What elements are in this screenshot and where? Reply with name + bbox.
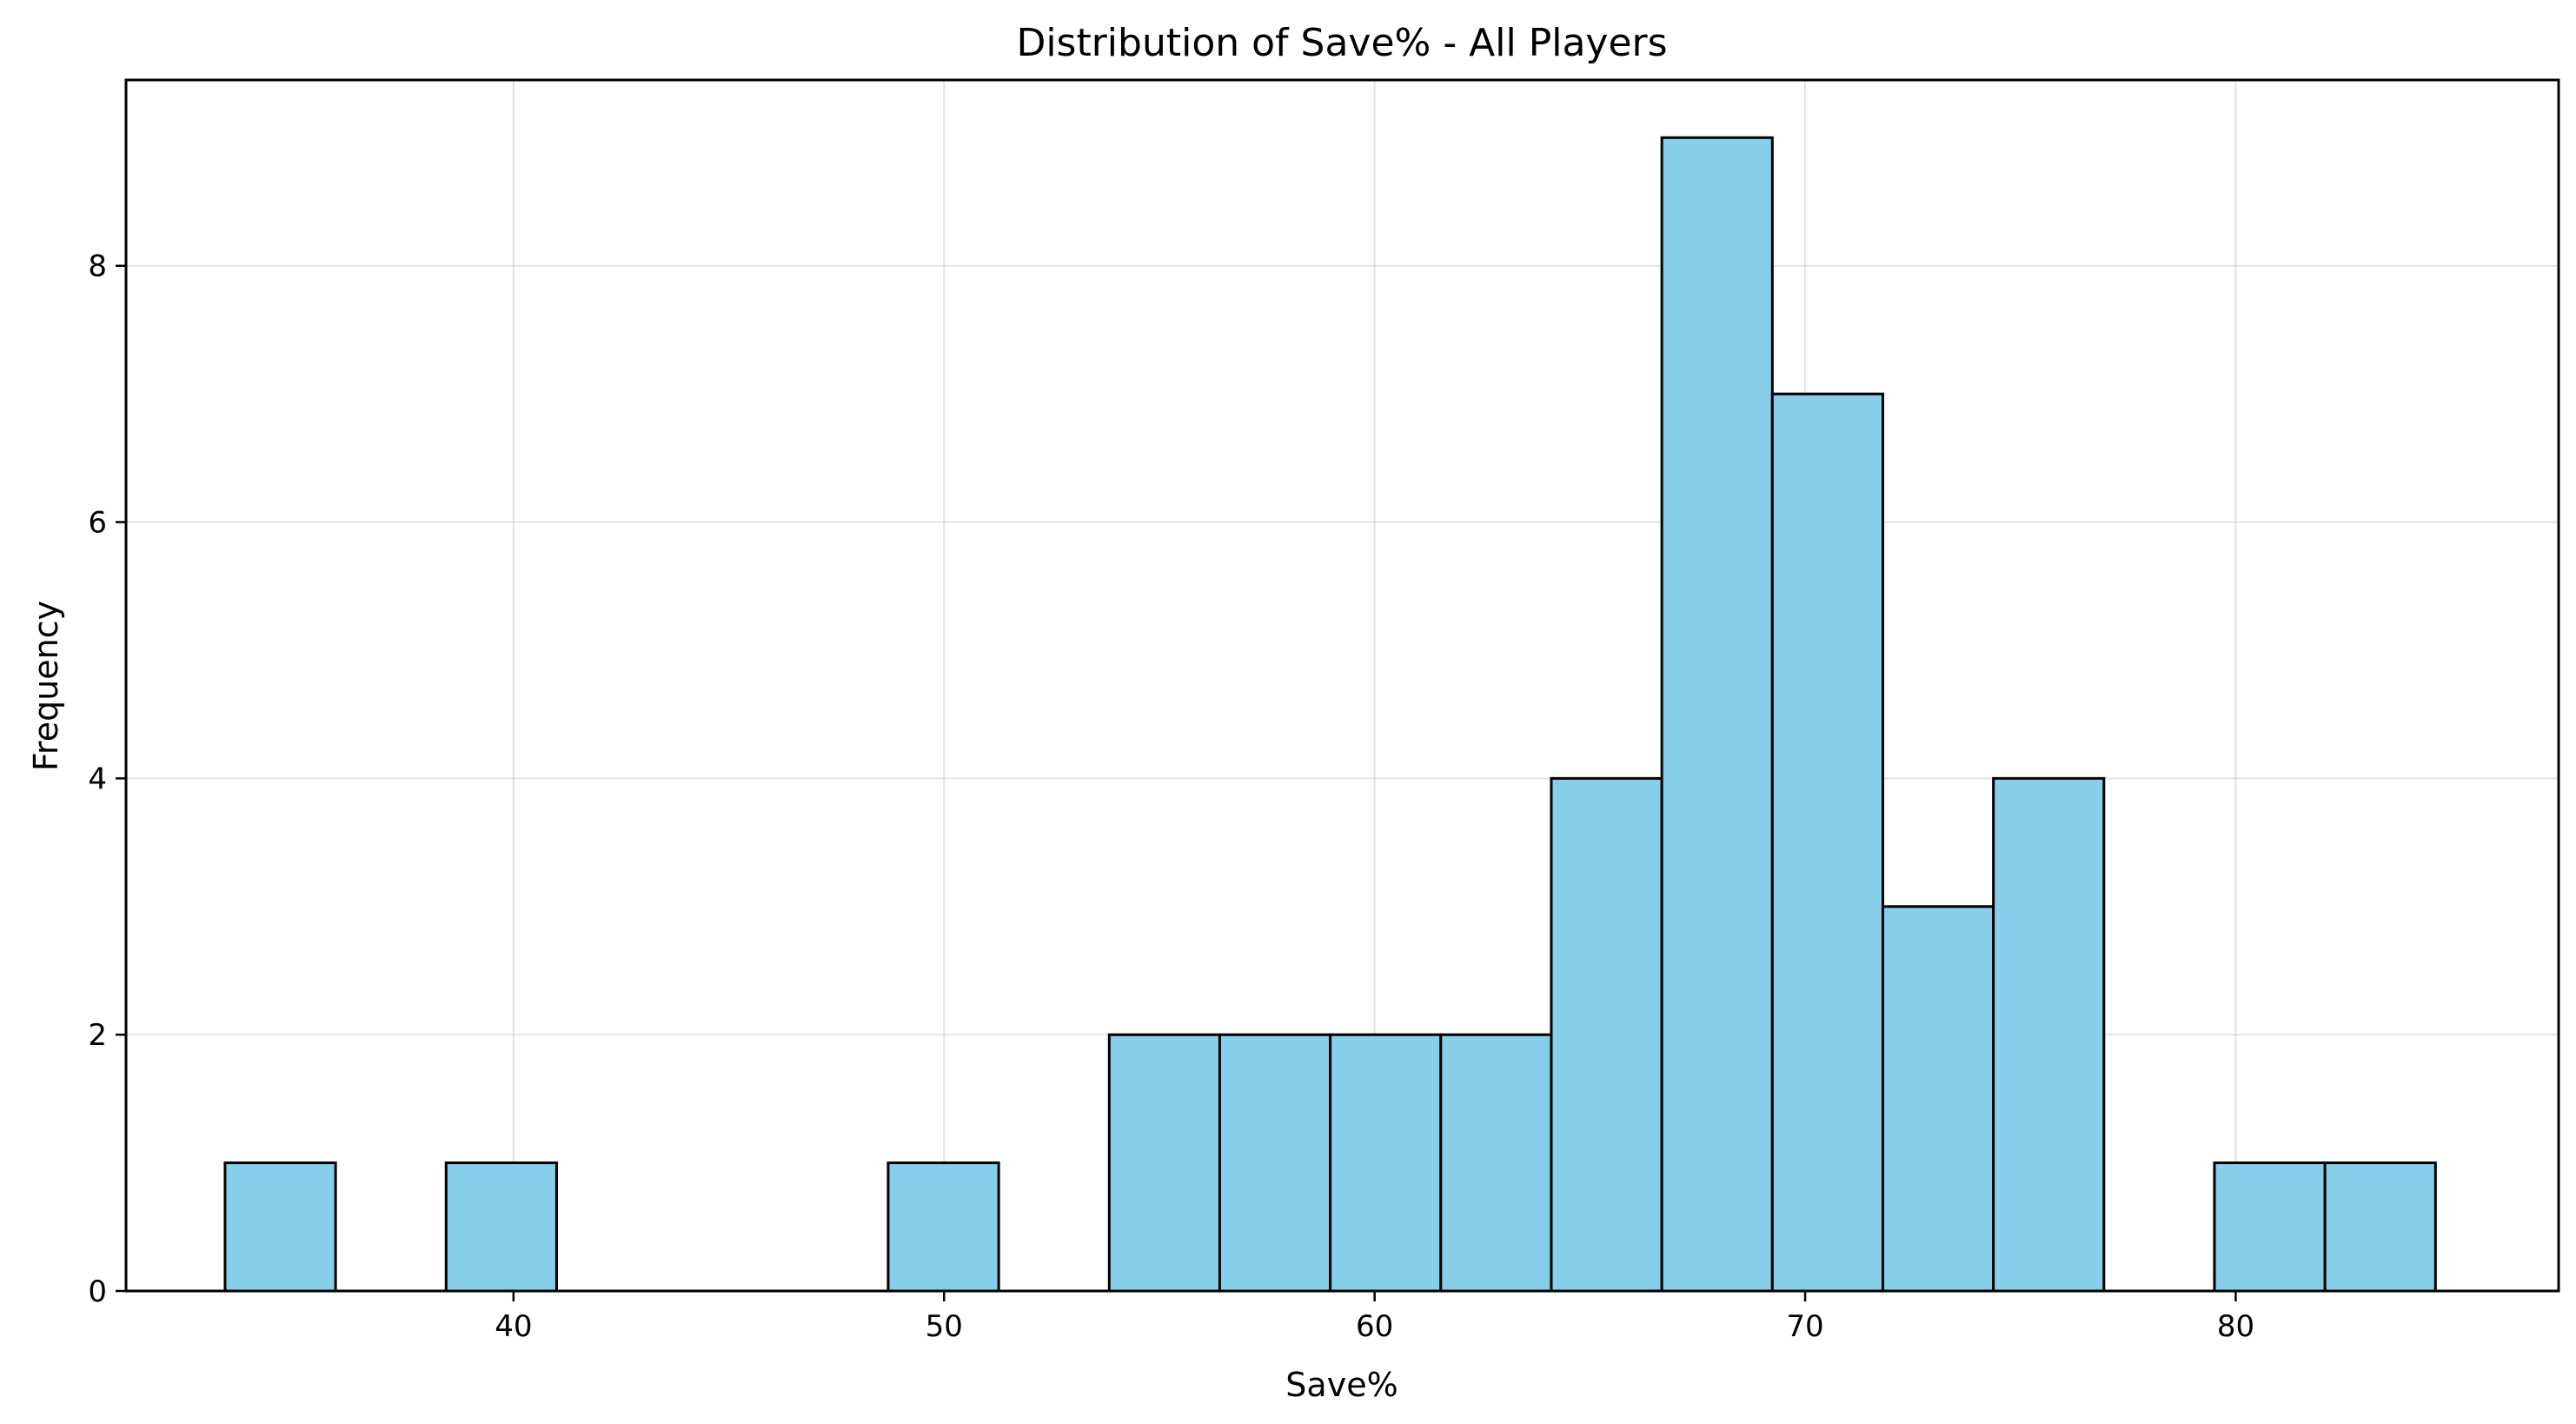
x-tick-label: 40 bbox=[495, 1309, 532, 1344]
x-tick-label: 70 bbox=[1786, 1309, 1823, 1344]
histogram-bar bbox=[1107, 1033, 1221, 1293]
histogram-bar bbox=[2213, 1161, 2327, 1293]
chart-title: Distribution of Save% - All Players bbox=[1016, 21, 1667, 65]
plot-frame bbox=[124, 78, 2560, 1293]
histogram-bar bbox=[1881, 905, 1995, 1293]
x-axis-label: Save% bbox=[1285, 1366, 1398, 1404]
x-tick-label: 80 bbox=[2217, 1309, 2254, 1344]
bars-layer bbox=[223, 136, 2437, 1293]
histogram-bar bbox=[1439, 1033, 1553, 1293]
ticks-layer: 40 50 60 70 80 0 2 4 6 8 bbox=[88, 250, 2254, 1344]
x-tick-label: 60 bbox=[1356, 1309, 1393, 1344]
y-tick-label: 0 bbox=[88, 1274, 107, 1309]
histogram-bar bbox=[1329, 1033, 1443, 1293]
histogram-bar bbox=[1218, 1033, 1332, 1293]
x-tick-label: 50 bbox=[926, 1309, 963, 1344]
histogram-bar bbox=[1660, 136, 1774, 1293]
histogram-bar bbox=[886, 1161, 1000, 1293]
histogram-bar bbox=[2323, 1161, 2437, 1293]
histogram-bar bbox=[1770, 392, 1884, 1293]
histogram-bar bbox=[1992, 776, 2106, 1293]
y-tick-label: 4 bbox=[88, 762, 107, 796]
y-tick-label: 8 bbox=[88, 250, 107, 284]
histogram-bar bbox=[444, 1161, 558, 1293]
y-tick-label: 6 bbox=[88, 506, 107, 541]
y-tick-label: 2 bbox=[88, 1018, 107, 1053]
histogram-bar bbox=[1550, 776, 1663, 1293]
y-axis-label: Frequency bbox=[27, 601, 65, 771]
histogram-bar bbox=[223, 1161, 337, 1293]
